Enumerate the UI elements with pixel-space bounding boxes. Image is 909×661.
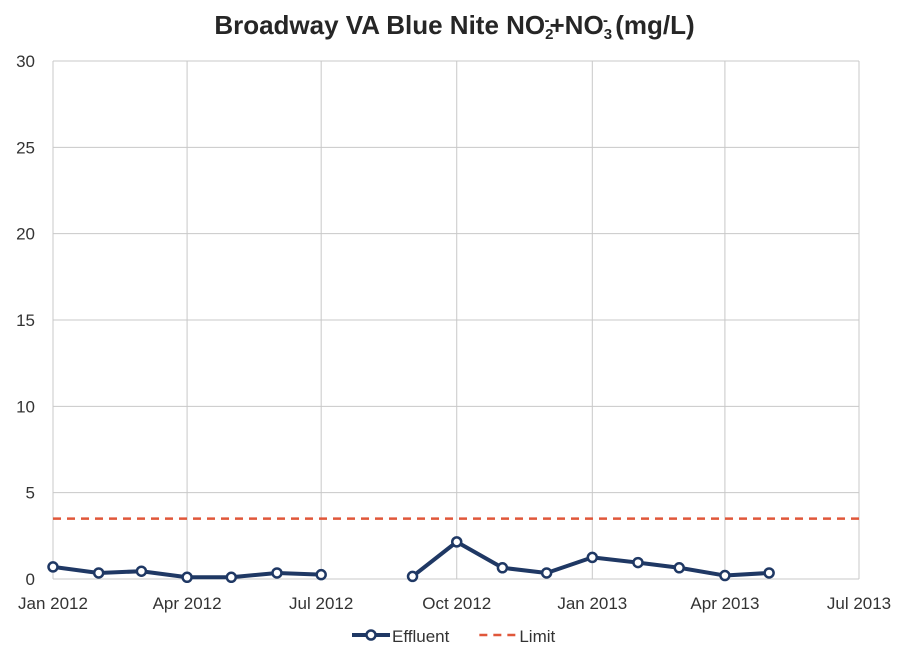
legend-label: Effluent (392, 627, 450, 646)
chart-title: Broadway VA Blue Nite NO2-+NO3- (mg/L) (0, 10, 909, 43)
effluent-point (406, 570, 419, 583)
title-suffix: (mg/L) (608, 10, 695, 40)
title-mid: +NO (549, 10, 604, 40)
title-prefix: Broadway VA Blue Nite NO (214, 10, 546, 40)
y-axis-ticks: 0 5 10 15 20 25 30 (16, 52, 35, 589)
effluent-point (450, 536, 463, 548)
title-chem-1: 2- (544, 10, 554, 43)
x-tick-label: Jan 2012 (18, 594, 88, 613)
x-tick-label: Apr 2012 (153, 594, 222, 613)
x-tick-label: Jul 2013 (827, 594, 891, 613)
title-sub-1: 2 (545, 26, 554, 43)
x-tick-label: Jan 2013 (557, 594, 627, 613)
gridlines (52, 60, 860, 580)
title-sub-2: 3 (603, 26, 613, 43)
y-tick-label: 20 (16, 225, 35, 244)
effluent-point (225, 571, 238, 584)
title-sup-2: - (603, 12, 609, 29)
title-sup-1: - (544, 12, 550, 29)
effluent-point (496, 562, 509, 574)
effluent-point (540, 567, 553, 579)
effluent-point (271, 567, 283, 579)
effluent-point (586, 551, 599, 564)
legend: Effluent Limit (352, 627, 556, 646)
y-tick-label: 10 (16, 397, 35, 416)
y-tick-label: 25 (16, 138, 35, 157)
effluent-point (181, 571, 193, 584)
effluent-point (763, 567, 775, 579)
x-axis-ticks: Jan 2012 Apr 2012 Jul 2012 Oct 2012 Jan 2013… (18, 594, 891, 613)
title-chem-2: 3- (603, 10, 612, 43)
legend-label: Limit (519, 627, 555, 646)
effluent-point (47, 561, 59, 573)
effluent-point (135, 565, 148, 577)
y-tick-label: 15 (16, 311, 35, 330)
y-tick-label: 0 (26, 570, 35, 589)
x-tick-label: Jul 2012 (289, 594, 353, 613)
x-tick-label: Apr 2013 (690, 594, 759, 613)
y-tick-label: 30 (16, 52, 35, 71)
effluent-point (673, 562, 685, 574)
effluent-point (719, 569, 731, 582)
series (47, 517, 859, 584)
effluent-point (315, 568, 327, 581)
legend-effluent-marker (365, 629, 377, 641)
effluent-point (632, 556, 644, 569)
y-tick-label: 5 (26, 484, 35, 503)
effluent-point (92, 567, 105, 579)
x-tick-label: Oct 2012 (422, 594, 491, 613)
